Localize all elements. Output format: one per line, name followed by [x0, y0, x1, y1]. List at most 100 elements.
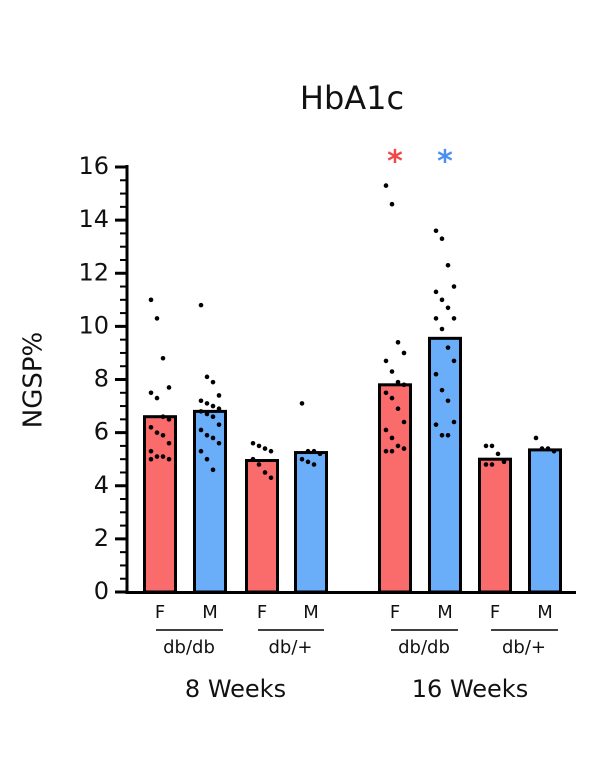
x-tick-label: F	[155, 602, 165, 623]
data-point	[445, 262, 451, 268]
y-tick-label: 4	[94, 471, 109, 499]
data-point	[433, 316, 439, 321]
bar	[478, 457, 512, 594]
data-point	[299, 456, 305, 462]
period-label: 8 Weeks	[185, 675, 286, 703]
bar	[193, 409, 227, 594]
x-tick-label: M	[437, 602, 453, 623]
data-point	[154, 454, 160, 459]
group-label: db/+	[502, 637, 546, 658]
data-point	[533, 435, 539, 441]
data-point	[389, 435, 395, 441]
data-point	[166, 417, 172, 422]
data-point	[148, 297, 154, 303]
data-point	[210, 403, 216, 409]
data-point	[451, 284, 457, 289]
y-tick-label: 8	[94, 365, 109, 393]
y-tick-label: 16	[78, 152, 109, 180]
data-point	[439, 326, 445, 332]
data-point	[311, 462, 317, 467]
data-point	[383, 427, 389, 433]
data-point	[551, 448, 557, 454]
data-point	[389, 201, 395, 207]
data-point	[401, 350, 407, 356]
data-point	[299, 401, 305, 406]
bar	[294, 451, 328, 594]
data-point	[160, 414, 166, 419]
data-point	[401, 382, 407, 388]
data-point	[489, 443, 495, 449]
data-point	[439, 387, 445, 393]
data-point	[148, 448, 154, 454]
bar	[378, 383, 412, 594]
data-point	[216, 393, 222, 398]
data-point	[198, 409, 204, 414]
period-label: 16 Weeks	[412, 675, 528, 703]
data-point	[204, 401, 210, 406]
data-point	[204, 374, 210, 380]
data-point	[389, 395, 395, 401]
data-point	[262, 470, 268, 475]
y-tick-label: 12	[78, 258, 109, 286]
data-point	[395, 379, 401, 385]
bar	[245, 459, 279, 594]
data-point	[256, 462, 262, 467]
data-point	[204, 432, 210, 438]
data-point	[383, 390, 389, 396]
data-point	[216, 422, 222, 427]
y-tick-label: 14	[78, 205, 109, 233]
data-point	[395, 340, 401, 345]
data-point	[495, 451, 501, 457]
data-point	[148, 425, 154, 430]
data-point	[395, 443, 401, 449]
data-point	[268, 475, 274, 481]
data-point	[166, 456, 172, 462]
data-point	[148, 390, 154, 396]
data-point	[256, 443, 262, 449]
data-point	[210, 379, 216, 385]
x-tick-label: M	[303, 602, 319, 623]
data-point	[154, 430, 160, 435]
data-point	[311, 448, 317, 454]
significance-marker: *	[437, 145, 453, 180]
data-point	[198, 448, 204, 454]
data-point	[198, 427, 204, 433]
data-point	[433, 289, 439, 295]
chart-title: HbA1c	[300, 79, 404, 117]
x-tick-label: M	[202, 602, 218, 623]
data-point	[160, 432, 166, 438]
data-point	[439, 432, 445, 438]
data-point	[451, 419, 457, 425]
data-point	[395, 406, 401, 412]
y-tick-label: 0	[94, 577, 109, 605]
data-point	[204, 411, 210, 417]
data-point	[210, 467, 216, 473]
data-point	[160, 454, 166, 459]
bar	[428, 336, 462, 594]
y-tick-label: 6	[94, 418, 109, 446]
data-point	[433, 228, 439, 234]
data-point	[389, 448, 395, 454]
data-point	[166, 385, 172, 390]
data-point	[451, 316, 457, 321]
data-point	[383, 358, 389, 364]
data-point	[401, 419, 407, 425]
data-point	[210, 435, 216, 441]
data-point	[383, 183, 389, 188]
data-point	[489, 462, 495, 467]
data-point	[305, 459, 311, 465]
data-point	[445, 398, 451, 404]
data-point	[483, 462, 489, 467]
data-point	[148, 456, 154, 462]
group-label: db/db	[398, 637, 450, 658]
data-point	[268, 448, 274, 454]
data-point	[198, 302, 204, 308]
data-point	[317, 451, 323, 457]
data-point	[483, 443, 489, 449]
data-point	[216, 440, 222, 446]
data-point	[210, 414, 216, 419]
data-point	[250, 440, 256, 446]
data-point	[445, 345, 451, 350]
